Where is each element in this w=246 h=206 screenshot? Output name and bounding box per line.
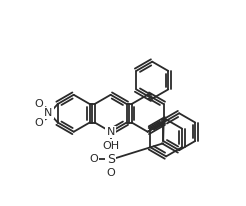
Text: N: N [44,108,53,118]
Text: S: S [107,153,115,166]
Text: O: O [89,154,98,164]
Text: O: O [106,168,115,178]
Text: OH: OH [102,141,119,151]
Text: N: N [107,127,115,137]
Text: O: O [35,99,44,109]
Text: O: O [35,117,44,128]
